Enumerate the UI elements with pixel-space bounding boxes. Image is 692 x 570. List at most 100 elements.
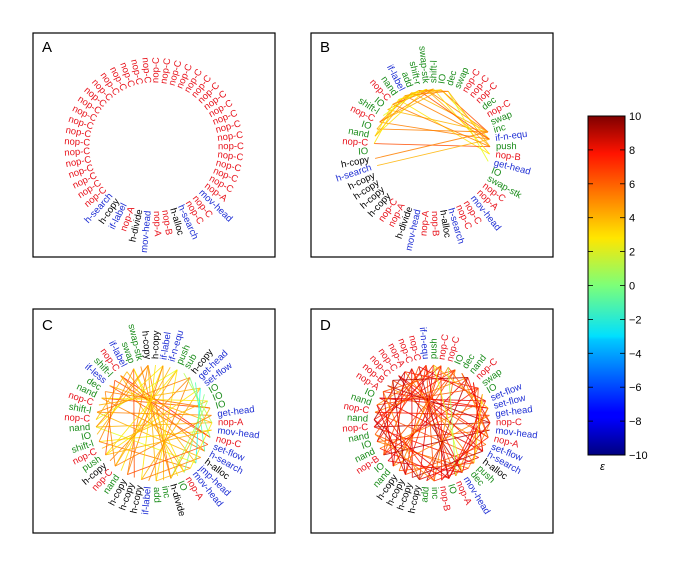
edge-13 — [418, 90, 490, 140]
node-label: nop-A — [218, 417, 244, 428]
edge-31 — [411, 89, 442, 94]
edge-15 — [426, 377, 469, 481]
edge-7 — [374, 411, 479, 458]
node-label: nop-B — [429, 211, 441, 237]
edge-36 — [411, 368, 463, 473]
panel-c: C IOget-headnop-Amov-headnop-Cset-flowh-… — [32, 308, 276, 534]
edge-38 — [147, 365, 157, 482]
node-label: if-n-equ — [495, 129, 528, 144]
edge-47 — [461, 394, 483, 473]
edge-16 — [374, 88, 427, 137]
edge-12 — [447, 91, 491, 147]
node-label: nop-C — [64, 412, 91, 425]
panel-c-edges — [95, 364, 213, 482]
node-label: IO — [485, 382, 499, 397]
node-label: get-head — [495, 404, 534, 420]
edge-21 — [109, 377, 191, 462]
edge-52 — [419, 456, 479, 481]
panel-d-letter: D — [320, 317, 331, 334]
edge-67 — [461, 373, 489, 438]
panel-b: B incif-n-equpushnop-Bget-headIOswap-stk… — [310, 32, 554, 258]
node-label: nop-C — [139, 57, 153, 84]
node-label: IO — [80, 430, 92, 443]
edge-38 — [425, 365, 435, 482]
edge-25 — [376, 138, 490, 167]
edge-24 — [374, 131, 489, 159]
edge-23 — [379, 400, 486, 449]
node-label: swap-stk — [416, 45, 431, 84]
colorbar-tick-label: 2 — [629, 247, 635, 259]
edge-54 — [189, 422, 213, 469]
edge-14 — [376, 128, 489, 133]
node-label: nop-C — [65, 125, 93, 141]
edge-87 — [374, 434, 435, 482]
edge-49 — [392, 414, 490, 467]
node-label: h-copy — [139, 330, 153, 360]
edge-86 — [379, 447, 449, 479]
edge-46 — [473, 388, 479, 464]
node-label: nop-C — [64, 146, 91, 159]
edge-48 — [170, 400, 209, 479]
edge-17 — [411, 368, 413, 478]
panel-d: D set-flowget-headnop-Cmov-headnop-Aset-… — [310, 308, 554, 534]
edge-1 — [96, 411, 212, 416]
node-label: mov-head — [217, 425, 260, 441]
node-label: nop-C — [217, 149, 244, 163]
edge-89 — [376, 404, 406, 475]
edge-56 — [95, 365, 149, 428]
edge-59 — [104, 391, 116, 467]
edge-31 — [105, 391, 211, 409]
node-label: nop-C — [65, 154, 93, 170]
node-label: nop-A — [418, 210, 431, 237]
edge-58 — [105, 380, 116, 455]
node-label: nop-C — [496, 417, 522, 428]
edge-70 — [433, 364, 463, 473]
edge-11 — [433, 88, 490, 155]
edge-50 — [383, 429, 490, 456]
edge-22 — [105, 387, 201, 456]
edge-66 — [447, 367, 491, 423]
node-label: mov-head — [139, 210, 154, 253]
edge-51 — [127, 444, 209, 476]
node-label: add — [151, 487, 163, 503]
panel-b-letter: B — [320, 39, 330, 56]
edge-28 — [374, 377, 469, 413]
colorbar-tick-label: −4 — [629, 348, 642, 360]
edge-7 — [96, 411, 201, 458]
edge-63 — [404, 371, 479, 389]
edge-22 — [383, 387, 479, 456]
panel-b-node-labels: incif-n-equpushnop-Bget-headIOswap-stkno… — [335, 45, 532, 251]
edge-61 — [383, 369, 456, 393]
edge-46 — [195, 388, 201, 464]
edge-1 — [425, 88, 489, 133]
node-label: if-label — [158, 331, 173, 360]
edge-13 — [162, 365, 165, 481]
node-label: IO — [445, 483, 458, 496]
node-label: nop-A — [151, 211, 163, 237]
node-label: nop-B — [437, 485, 452, 512]
edge-35 — [392, 90, 420, 105]
panel-a: A nop-Cnop-Cnop-Cnop-Cnop-Cnop-Cnop-Cnop… — [32, 32, 276, 258]
node-label: IO — [436, 73, 448, 85]
edge-32 — [387, 385, 491, 424]
colorbar-label: ε — [600, 461, 605, 473]
node-label: h-alloc — [437, 209, 453, 239]
edge-41 — [114, 367, 171, 467]
node-label: shift-l — [428, 60, 440, 83]
node-label: IO — [453, 353, 467, 367]
edge-26 — [374, 104, 394, 137]
edge-15 — [148, 377, 191, 481]
colorbar-tick-label: 4 — [629, 213, 635, 225]
edge-39 — [140, 364, 156, 480]
edge-56 — [373, 365, 427, 428]
node-label: dec — [445, 69, 460, 87]
edge-32 — [109, 385, 213, 424]
edge-57 — [95, 371, 128, 420]
colorbar-tick-label: 6 — [629, 179, 635, 191]
edge-31 — [383, 391, 489, 409]
node-label: IO — [360, 438, 373, 452]
panel-c-letter: C — [42, 317, 53, 334]
colorbar-tick-label: −10 — [629, 450, 648, 462]
node-label: nop-B — [495, 149, 522, 163]
